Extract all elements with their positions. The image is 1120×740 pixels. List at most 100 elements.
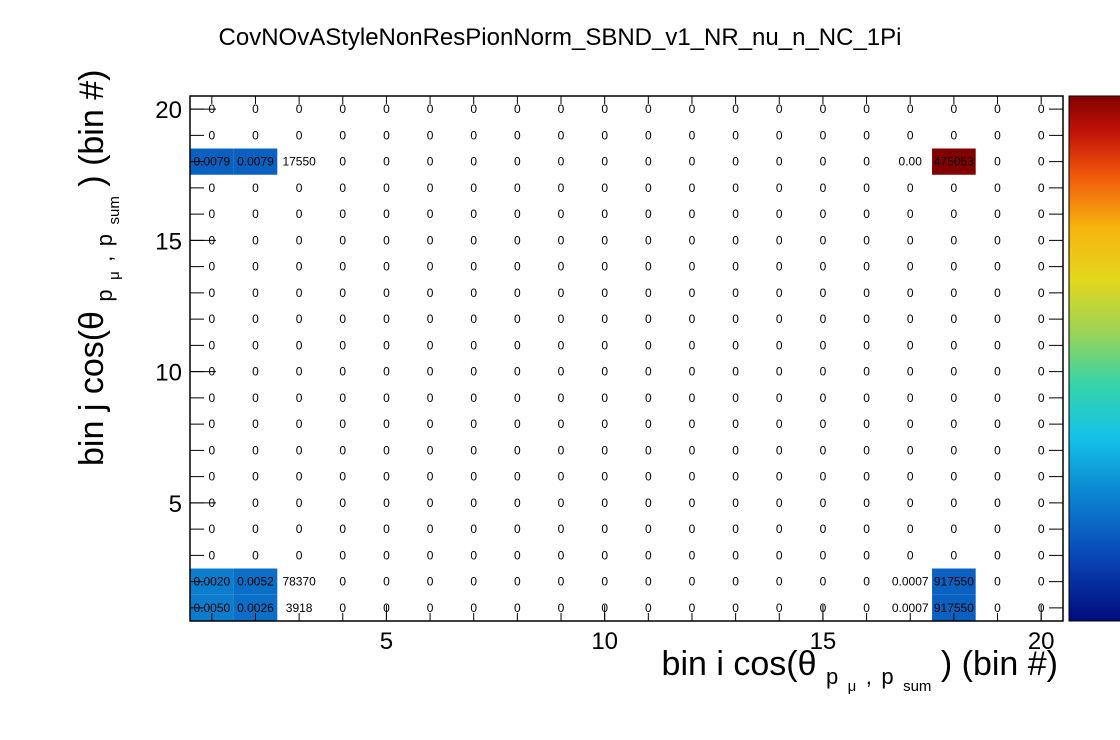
cell-value-label: 0 xyxy=(252,260,259,274)
cell-value-label: 0 xyxy=(383,417,390,431)
cell-value-label: 0 xyxy=(208,548,215,562)
cell-value-label: 0 xyxy=(863,338,870,352)
cell-value-label: 0 xyxy=(208,181,215,195)
cell-value-label: 0 xyxy=(601,181,608,195)
cell-value-label: 0 xyxy=(1038,548,1045,562)
cell-value-label: 0 xyxy=(951,312,958,326)
cell-value-label: 0 xyxy=(470,470,477,484)
cell-value-label: 0 xyxy=(732,575,739,589)
cell-value-label: 0 xyxy=(1038,207,1045,221)
cell-value-label: 0 xyxy=(1038,155,1045,169)
cell-value-label: 0 xyxy=(339,496,346,510)
cell-value-label: 0 xyxy=(1038,496,1045,510)
cell-value-label: 0 xyxy=(296,128,303,142)
x-axis-label: bin i cos(θ p μ , p sum ) (bin #) xyxy=(662,645,1058,699)
cell-value-label: 0 xyxy=(383,181,390,195)
cell-value-label: 0 xyxy=(1038,312,1045,326)
cell-value-label: 0 xyxy=(383,443,390,457)
cell-value-label: 0 xyxy=(427,496,434,510)
cell-value-label: 0 xyxy=(863,548,870,562)
cell-value-label: 0 xyxy=(951,417,958,431)
cell-value-label: 0 xyxy=(994,155,1001,169)
cell-value-label: 0 xyxy=(383,155,390,169)
cell-value-label: 0 xyxy=(645,233,652,247)
cell-value-label: 0 xyxy=(514,365,521,379)
cell-value-label: 0 xyxy=(907,260,914,274)
cell-value-label: 0 xyxy=(863,207,870,221)
cell-value-label: 0 xyxy=(732,443,739,457)
cell-value-label: 0 xyxy=(776,443,783,457)
cell-value-label: 0 xyxy=(558,601,565,615)
cell-value-label: 0 xyxy=(470,286,477,300)
cell-value-label: 0 xyxy=(296,470,303,484)
cell-value-label: 0 xyxy=(907,207,914,221)
cell-value-label: 0 xyxy=(470,102,477,116)
cell-value-label: 0 xyxy=(427,575,434,589)
cell-value-label: 0 xyxy=(689,155,696,169)
cell-value-label: 0 xyxy=(907,181,914,195)
cell-value-label: 0 xyxy=(601,365,608,379)
cell-value-label: 0.0079 xyxy=(193,155,230,169)
cell-value-label: 0 xyxy=(208,128,215,142)
cell-value-label: 0 xyxy=(645,391,652,405)
cell-value-label: 0 xyxy=(339,338,346,352)
cell-value-label: 0 xyxy=(383,312,390,326)
x-axis-label-prefix: bin i cos(θ xyxy=(662,645,817,683)
cell-value-label: 0 xyxy=(470,548,477,562)
cell-value-label: 0 xyxy=(558,233,565,247)
cell-value-label: 0 xyxy=(907,548,914,562)
cell-value-label: 0 xyxy=(470,312,477,326)
cell-value-label: 0 xyxy=(1038,260,1045,274)
cell-value-label: 0 xyxy=(951,496,958,510)
cell-value-label: 0 xyxy=(470,522,477,536)
cell-value-label: 0 xyxy=(514,207,521,221)
cell-value-label: 0 xyxy=(427,338,434,352)
cell-value-label: 0 xyxy=(689,548,696,562)
cell-value-label: 0 xyxy=(951,181,958,195)
cell-value-label: 0 xyxy=(427,391,434,405)
cell-value-label: 0 xyxy=(296,102,303,116)
cell-value-label: 0 xyxy=(994,470,1001,484)
cell-value-label: 0 xyxy=(470,496,477,510)
cell-value-label: 0 xyxy=(427,207,434,221)
cell-value-label: 0 xyxy=(470,128,477,142)
cell-value-label: 0 xyxy=(1038,181,1045,195)
cell-value-label: 0 xyxy=(732,338,739,352)
x-axis-label-sub-sum: sum xyxy=(903,678,931,695)
cell-value-label: 0 xyxy=(689,128,696,142)
cell-value-label: 0 xyxy=(601,391,608,405)
cell-value-label: 0 xyxy=(1038,128,1045,142)
y-axis-label-prefix: bin j cos(θ xyxy=(73,311,111,466)
cell-value-label: 0 xyxy=(427,155,434,169)
x-axis-label-suffix: ) (bin #) xyxy=(941,645,1058,683)
cell-value-label: 0 xyxy=(208,338,215,352)
cell-value-label: 0 xyxy=(820,312,827,326)
cell-value-label: 0 xyxy=(776,496,783,510)
cell-value-label: 0 xyxy=(339,365,346,379)
cell-value-label: 0 xyxy=(776,312,783,326)
x-axis-label-sub-mu: μ xyxy=(848,678,857,695)
cell-value-label: 0 xyxy=(645,575,652,589)
cell-value-label: 0 xyxy=(1038,286,1045,300)
cell-value-label: 0 xyxy=(339,522,346,536)
x-tick-label: 10 xyxy=(591,628,618,655)
cell-value-label: 0 xyxy=(383,128,390,142)
cell-value-label: 0 xyxy=(820,338,827,352)
cell-value-label: 0 xyxy=(732,365,739,379)
cell-value-label: 0 xyxy=(689,522,696,536)
cell-value-label: 0 xyxy=(470,207,477,221)
cell-value-label: 0 xyxy=(296,181,303,195)
x-tick-label: 20 xyxy=(1028,628,1055,655)
cell-value-label: 0 xyxy=(907,443,914,457)
cell-value-label: 0 xyxy=(296,260,303,274)
cell-value-label: 0 xyxy=(645,601,652,615)
cell-value-label: 0.0079 xyxy=(237,155,274,169)
cell-value-label: 0 xyxy=(383,496,390,510)
cell-value-label: 0 xyxy=(994,443,1001,457)
cell-value-label: 0 xyxy=(820,365,827,379)
cell-value-label: 0 xyxy=(1038,470,1045,484)
cell-value-label: 0 xyxy=(427,522,434,536)
cell-value-label: 0 xyxy=(383,286,390,300)
cell-value-label: 0 xyxy=(645,181,652,195)
cell-value-label: 0 xyxy=(383,338,390,352)
